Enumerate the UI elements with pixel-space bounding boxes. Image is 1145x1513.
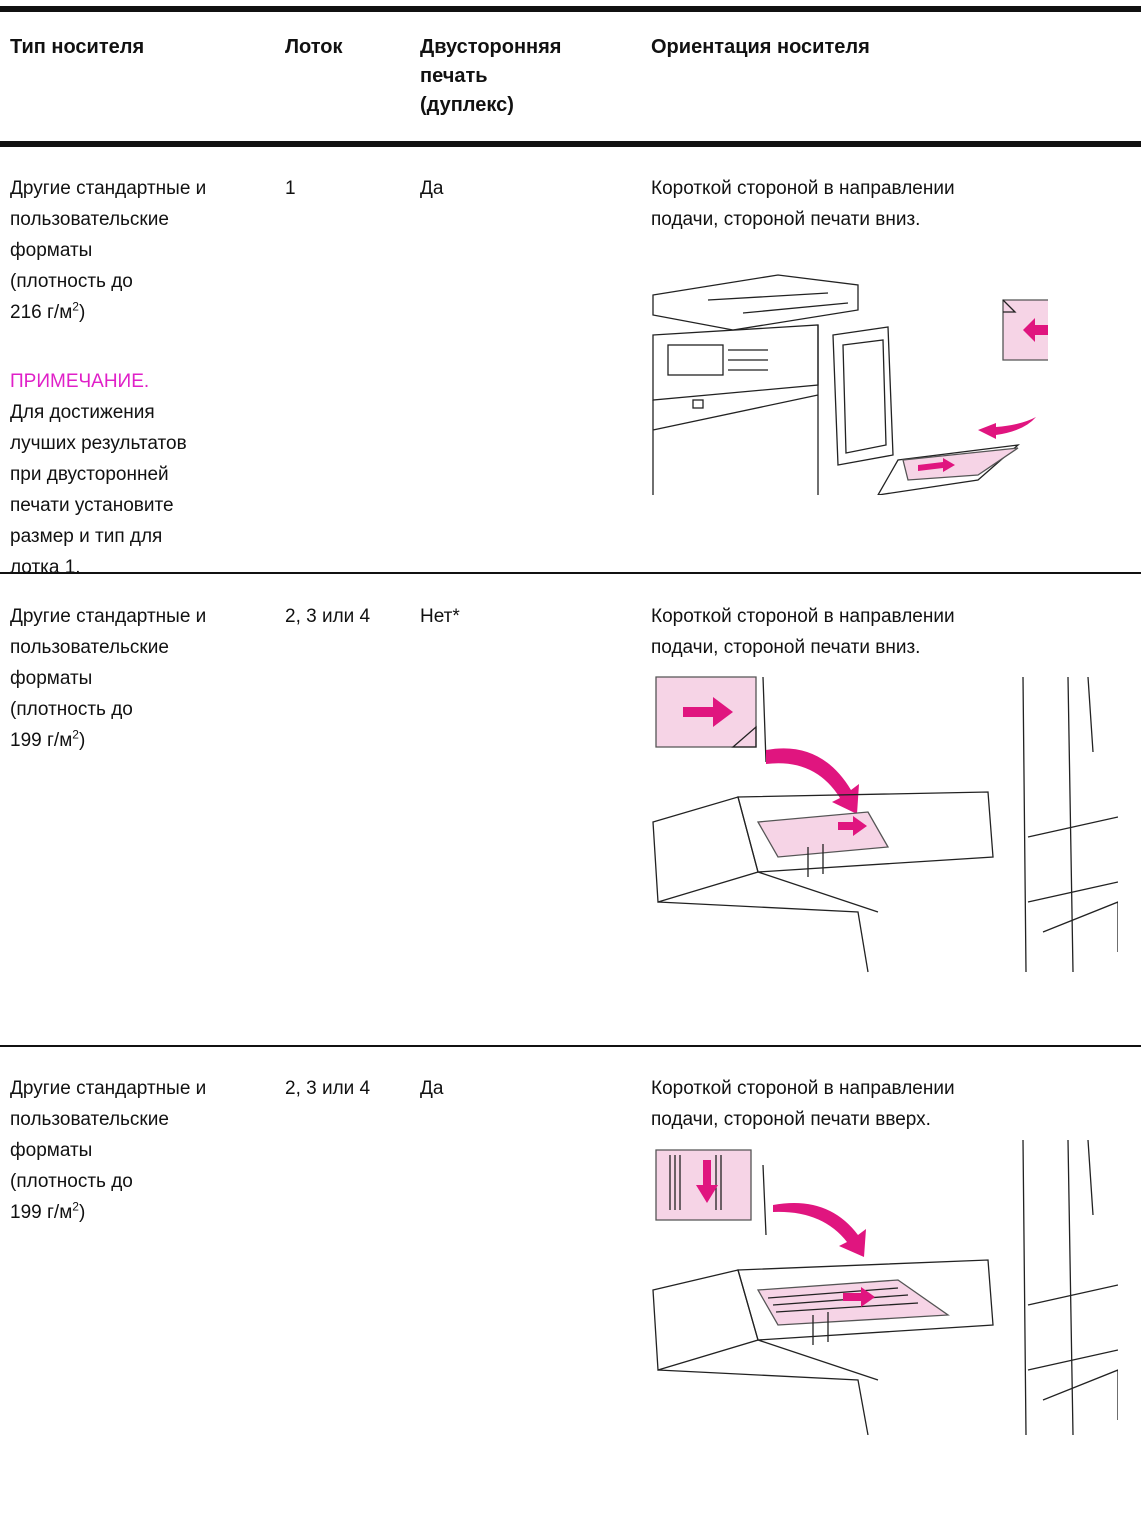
- media-cell: Другие стандартные и пользовательские форм…: [10, 173, 206, 583]
- illustration-tray-up: [652, 1139, 1118, 1435]
- tray: 2, 3 или 4: [285, 1078, 371, 1099]
- media-line: Другие стандартные и: [10, 1078, 207, 1099]
- header-rule: [0, 141, 1141, 147]
- media-line: форматы: [10, 1140, 93, 1161]
- orientation-line: Короткой стороной в направлении: [651, 1078, 955, 1099]
- orientation-line: подачи, стороной печати вниз.: [651, 209, 921, 230]
- media-line: Другие стандартные и: [10, 178, 207, 199]
- note-line: размер и тип для: [10, 526, 163, 547]
- media-line: пользовательские: [10, 637, 169, 658]
- media-line: форматы: [10, 240, 93, 261]
- orientation-cell: Короткой стороной в направлении подачи, с…: [651, 173, 955, 235]
- duplex: Да: [420, 178, 444, 199]
- note-line: при двусторонней: [10, 464, 169, 485]
- note-line: лотка 1.: [10, 557, 81, 578]
- duplex: Нет*: [420, 606, 460, 627]
- density-text: 199 г/м: [10, 1202, 73, 1223]
- row-rule: [0, 1045, 1141, 1047]
- illustration-tray1: [652, 274, 1048, 495]
- density-text: 199 г/м: [10, 730, 73, 751]
- orientation-line: Короткой стороной в направлении: [651, 606, 955, 627]
- orientation-cell: Короткой стороной в направлении подачи, с…: [651, 601, 955, 663]
- density-line: 199 г/м2): [10, 1197, 206, 1228]
- tray-cell: 2, 3 или 4: [285, 601, 370, 632]
- orientation-cell: Короткой стороной в направлении подачи, с…: [651, 1073, 955, 1135]
- density-sup: 2: [72, 727, 79, 742]
- density-text: 216 г/м: [10, 302, 73, 323]
- media-line: (плотность до: [10, 1171, 133, 1192]
- illustration-tray-down: [652, 676, 1118, 973]
- media-line: пользовательские: [10, 209, 169, 230]
- tray: 2, 3 или 4: [285, 606, 371, 627]
- density-text: ): [78, 1202, 86, 1223]
- media-cell: Другие стандартные и пользовательские форм…: [10, 601, 206, 756]
- tray-cell: 2, 3 или 4: [285, 1073, 370, 1104]
- media-cell: Другие стандартные и пользовательские форм…: [10, 1073, 206, 1228]
- density-line: 199 г/м2): [10, 725, 206, 756]
- top-rule: [0, 6, 1141, 12]
- media-line: форматы: [10, 668, 93, 689]
- note-line: печати установите: [10, 495, 174, 516]
- media-line: Другие стандартные и: [10, 606, 207, 627]
- note-line: Для достижения: [10, 402, 155, 423]
- header-tray: Лоток: [285, 36, 343, 58]
- media-line: пользовательские: [10, 1109, 169, 1130]
- duplex-cell: Да: [420, 1073, 443, 1104]
- header-line: Двусторонняя: [420, 36, 562, 58]
- orientation-line: подачи, стороной печати вверх.: [651, 1109, 931, 1130]
- row-rule: [0, 572, 1141, 574]
- density-line: 216 г/м2): [10, 297, 206, 328]
- density-text: ): [78, 302, 86, 323]
- orientation-line: подачи, стороной печати вниз.: [651, 637, 921, 658]
- density-text: ): [78, 730, 86, 751]
- header-orientation: Ориентация носителя: [651, 36, 870, 58]
- tray-cell: 1: [285, 173, 296, 204]
- note-line: лучших результатов: [10, 433, 187, 454]
- density-sup: 2: [72, 1199, 79, 1214]
- duplex: Да: [420, 1078, 444, 1099]
- tray: 1: [285, 178, 296, 199]
- media-line: (плотность до: [10, 271, 133, 292]
- orientation-line: Короткой стороной в направлении: [651, 178, 955, 199]
- header-line: печать: [420, 65, 488, 87]
- duplex-cell: Да: [420, 173, 443, 204]
- header-line: (дуплекс): [420, 94, 514, 116]
- media-line: (плотность до: [10, 699, 133, 720]
- header-media: Тип носителя: [10, 36, 145, 58]
- density-sup: 2: [72, 299, 79, 314]
- duplex-cell: Нет*: [420, 601, 460, 632]
- note-label: ПРИМЕЧАНИЕ.: [10, 371, 150, 392]
- header-duplex: Двусторонняя печать (дуплекс): [420, 33, 561, 120]
